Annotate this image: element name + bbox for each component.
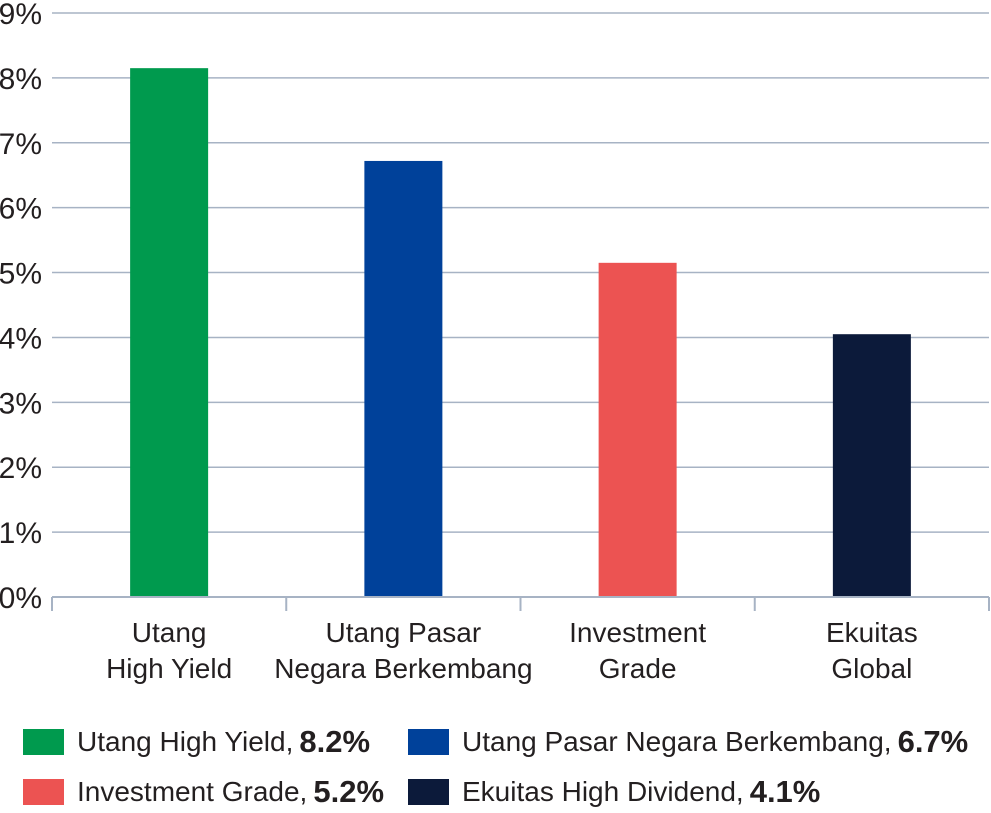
x-axis <box>51 596 990 611</box>
legend-label: Investment Grade, <box>77 776 308 807</box>
x-category-label: Utang <box>132 617 207 648</box>
x-category-label: High Yield <box>106 653 232 684</box>
y-tick-label: 9% <box>0 0 42 31</box>
y-tick-label: 6% <box>0 193 42 226</box>
x-category-label: Ekuitas <box>826 617 918 648</box>
x-axis-labels: Utang High Yield Utang Pasar Negara Berkemb… <box>106 617 918 684</box>
y-tick-label: 7% <box>0 128 42 161</box>
legend-value: 5.2% <box>313 774 385 809</box>
x-category-label: Global <box>831 653 912 684</box>
bar <box>832 334 911 597</box>
legend-value: 8.2% <box>299 724 371 759</box>
gridlines <box>52 12 989 533</box>
y-tick-label: 5% <box>0 258 42 291</box>
x-category-label: Utang Pasar <box>326 617 482 648</box>
y-tick-label: 8% <box>0 63 42 96</box>
legend-swatch <box>408 729 449 755</box>
bar <box>598 262 677 597</box>
legend-value: 6.7% <box>897 724 969 759</box>
legend-swatch <box>23 779 64 805</box>
legend-item-1: Utang High Yield, 8.2% <box>23 724 370 760</box>
legend-label: Ekuitas High Dividend, <box>462 776 744 807</box>
bars <box>130 68 911 598</box>
bar <box>364 160 443 598</box>
x-category-label: Investment <box>569 617 706 648</box>
legend: Utang High Yield, 8.2% Utang Pasar Negar… <box>0 722 991 812</box>
y-tick-label: 1% <box>0 517 42 550</box>
x-category-label: Negara Berkembang <box>274 653 532 684</box>
y-axis-ticks: 0% 1% 2% 3% 4% 5% 6% 7% 8% 9% <box>0 0 42 615</box>
bar <box>130 68 209 597</box>
y-tick-label: 0% <box>0 582 42 615</box>
y-tick-label: 3% <box>0 387 42 420</box>
legend-item-2: Utang Pasar Negara Berkembang, 6.7% <box>408 724 968 760</box>
y-tick-label: 4% <box>0 322 42 355</box>
legend-label: Utang High Yield, <box>77 726 294 757</box>
legend-swatch <box>23 729 64 755</box>
legend-swatch <box>408 779 449 805</box>
legend-value: 4.1% <box>749 774 821 809</box>
legend-item-3: Investment Grade, 5.2% <box>23 774 384 810</box>
y-tick-label: 2% <box>0 452 42 485</box>
legend-label: Utang Pasar Negara Berkembang, <box>462 726 892 757</box>
x-category-label: Grade <box>599 653 677 684</box>
legend-item-4: Ekuitas High Dividend, 4.1% <box>408 774 820 810</box>
